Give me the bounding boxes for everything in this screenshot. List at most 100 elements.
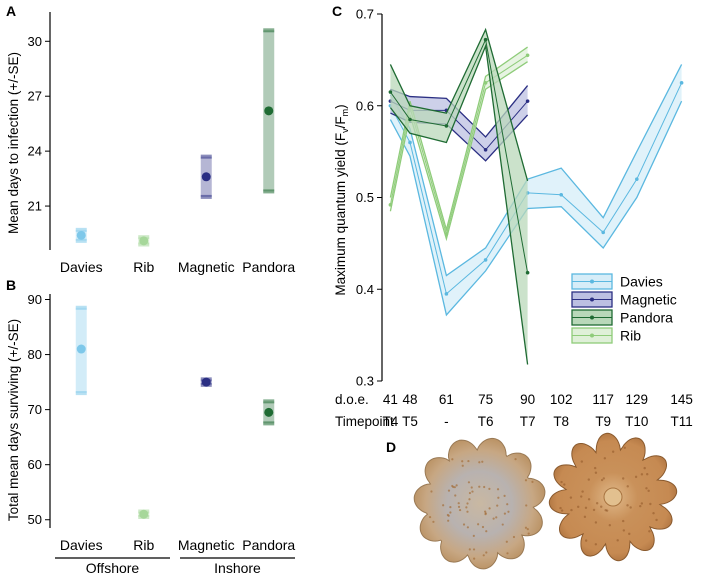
coral-right-texture-dot	[600, 478, 604, 482]
panel-c-y-tick-label-0-5: 0.5	[356, 190, 374, 205]
legend-label-magnetic: Magnetic	[620, 292, 677, 308]
coral-left-texture-dot	[451, 458, 454, 461]
coral-left-texture-dot	[481, 460, 484, 463]
coral-left-texture-dot	[461, 460, 464, 463]
coral-right-texture-dot	[602, 477, 606, 480]
coral-left-texture-dot	[428, 515, 432, 519]
coral-right-texture-dot	[594, 521, 598, 524]
panel-c-point-pandora-75	[483, 37, 488, 42]
legend-point-pandora	[590, 315, 594, 320]
panel-c-point-pandora-41	[388, 90, 393, 94]
coral-left-texture-dot	[447, 489, 451, 492]
coral-right-texture-dot	[649, 502, 652, 506]
panel-c-timepoint-label-90: T7	[520, 414, 536, 429]
coral-right-texture-dot	[580, 460, 584, 463]
coral-right-texture-dot	[623, 446, 626, 449]
panel-a-mean-point-rib	[139, 236, 149, 246]
legend-point-magnetic	[590, 297, 594, 302]
coral-right-texture-dot	[587, 478, 590, 481]
coral-left-texture-dot	[484, 512, 487, 515]
panel-c-point-rib-75	[483, 81, 488, 85]
panel-c-ribbon-rib	[390, 47, 528, 239]
panel-a-y-tick-label-21: 21	[28, 199, 42, 214]
panel-a-category-label-rib: Rib	[133, 259, 154, 275]
coral-left-texture-dot	[454, 494, 457, 497]
coral-right-texture-dot	[626, 485, 629, 488]
coral-left-texture-dot	[524, 526, 528, 529]
coral-left-texture-dot	[496, 488, 500, 491]
coral-left-texture-dot	[462, 523, 466, 526]
panel-c-doe-row-label: d.o.e.	[335, 392, 369, 407]
panel-c-point-davies-129	[635, 177, 639, 181]
panel-b-y-axis-title: Total mean days surviving (+/-SE)	[6, 319, 21, 521]
panel-c-doe-label-75: 75	[478, 392, 493, 407]
panel-a-y-tick-label-24: 24	[28, 144, 42, 159]
panel-d-photos	[413, 432, 678, 570]
coral-right-texture-dot	[628, 532, 631, 536]
legend-label-davies: Davies	[620, 274, 663, 290]
coral-left-texture-dot	[451, 484, 454, 488]
panel-a-mean-point-pandora	[264, 106, 274, 116]
panel-c-point-rib-41	[388, 203, 393, 207]
panel-c-y-title-main: Maximum quantum yield (F	[333, 133, 348, 296]
panel-b-se-cap-low-pandora	[263, 421, 275, 426]
legend-point-rib	[590, 333, 594, 338]
panel-a-se-cap-low-pandora	[263, 189, 275, 194]
coral-left-texture-dot	[481, 525, 485, 529]
coral-right-texture-dot	[616, 539, 619, 542]
panel-c-timepoint-label-117: T9	[595, 414, 611, 429]
panel-b-chart: Total mean days surviving (+/-SE) 50 60 70…	[6, 292, 295, 573]
coral-right-texture-dot	[647, 489, 650, 493]
panel-c-timepoint-label-145: T11	[670, 414, 692, 429]
coral-left-texture-dot	[473, 557, 476, 560]
panel-c-y-tick-label-0-4: 0.4	[356, 282, 374, 297]
coral-left-texture-dot	[472, 534, 475, 537]
coral-left-texture-dot	[512, 535, 516, 539]
coral-left-texture-dot	[453, 486, 456, 489]
coral-left-texture-dot	[457, 505, 461, 509]
panel-b-se-cap-high-pandora	[263, 399, 275, 404]
coral-left-texture-dot	[478, 461, 481, 464]
coral-left-texture-dot	[432, 520, 435, 523]
panel-c-doe-label-90: 90	[520, 392, 535, 407]
panel-c-y-title-sub-v: v	[340, 128, 350, 133]
coral-right-texture-dot	[563, 483, 566, 486]
panel-c-point-davies-102	[559, 192, 563, 197]
coral-right-center-polyp	[603, 487, 623, 507]
coral-left-texture-dot	[466, 502, 469, 505]
panel-c-timepoint-label-75: T6	[478, 414, 494, 429]
coral-right-texture-dot	[604, 509, 607, 512]
coral-right-texture-dot	[634, 475, 638, 479]
coral-left-texture-dot	[506, 503, 509, 506]
coral-right-texture-dot	[594, 543, 598, 546]
panel-c-ribbon-davies	[390, 64, 682, 315]
panel-c-y-tick-label-0-6: 0.6	[356, 98, 374, 113]
coral-left-texture-dot	[527, 532, 530, 535]
coral-right-texture-dot	[603, 457, 607, 460]
panel-c-doe-label-41: 41	[383, 392, 398, 407]
coral-right-texture-dot	[587, 498, 591, 501]
panel-c-y-axis-title: Maximum quantum yield (Fv/Fm)	[333, 104, 350, 295]
panel-c-point-davies-75	[483, 258, 488, 262]
panel-b-category-label-rib: Rib	[133, 537, 154, 553]
panel-c-y-title-sub-m: m	[340, 109, 350, 117]
panel-b-category-label-magnetic: Magnetic	[178, 537, 235, 553]
coral-left-texture-dot	[488, 487, 491, 490]
panel-c-point-davies-48	[408, 140, 412, 145]
panel-b-se-cap-low-davies	[75, 391, 87, 396]
coral-right-texture-dot	[581, 490, 584, 493]
coral-left-texture-dot	[492, 517, 495, 520]
panel-c-point-davies-61	[444, 292, 449, 296]
panel-b-category-label-pandora: Pandora	[242, 537, 295, 553]
coral-left-texture-dot	[468, 498, 471, 501]
panel-a-y-tick-label-30: 30	[28, 34, 42, 49]
panel-a-se-cap-low-davies	[75, 238, 87, 243]
panel-a-se-cap-high-davies	[75, 227, 87, 232]
panel-c-ribbon-pandora	[390, 29, 528, 365]
panel-c-point-davies-117	[601, 230, 605, 235]
panel-c-doe-label-102: 102	[550, 392, 573, 407]
coral-left-texture-dot	[503, 512, 507, 515]
panel-a-y-axis-title: Mean days to infection (+/-SE)	[6, 52, 21, 234]
panel-b-mean-point-rib	[139, 509, 149, 519]
